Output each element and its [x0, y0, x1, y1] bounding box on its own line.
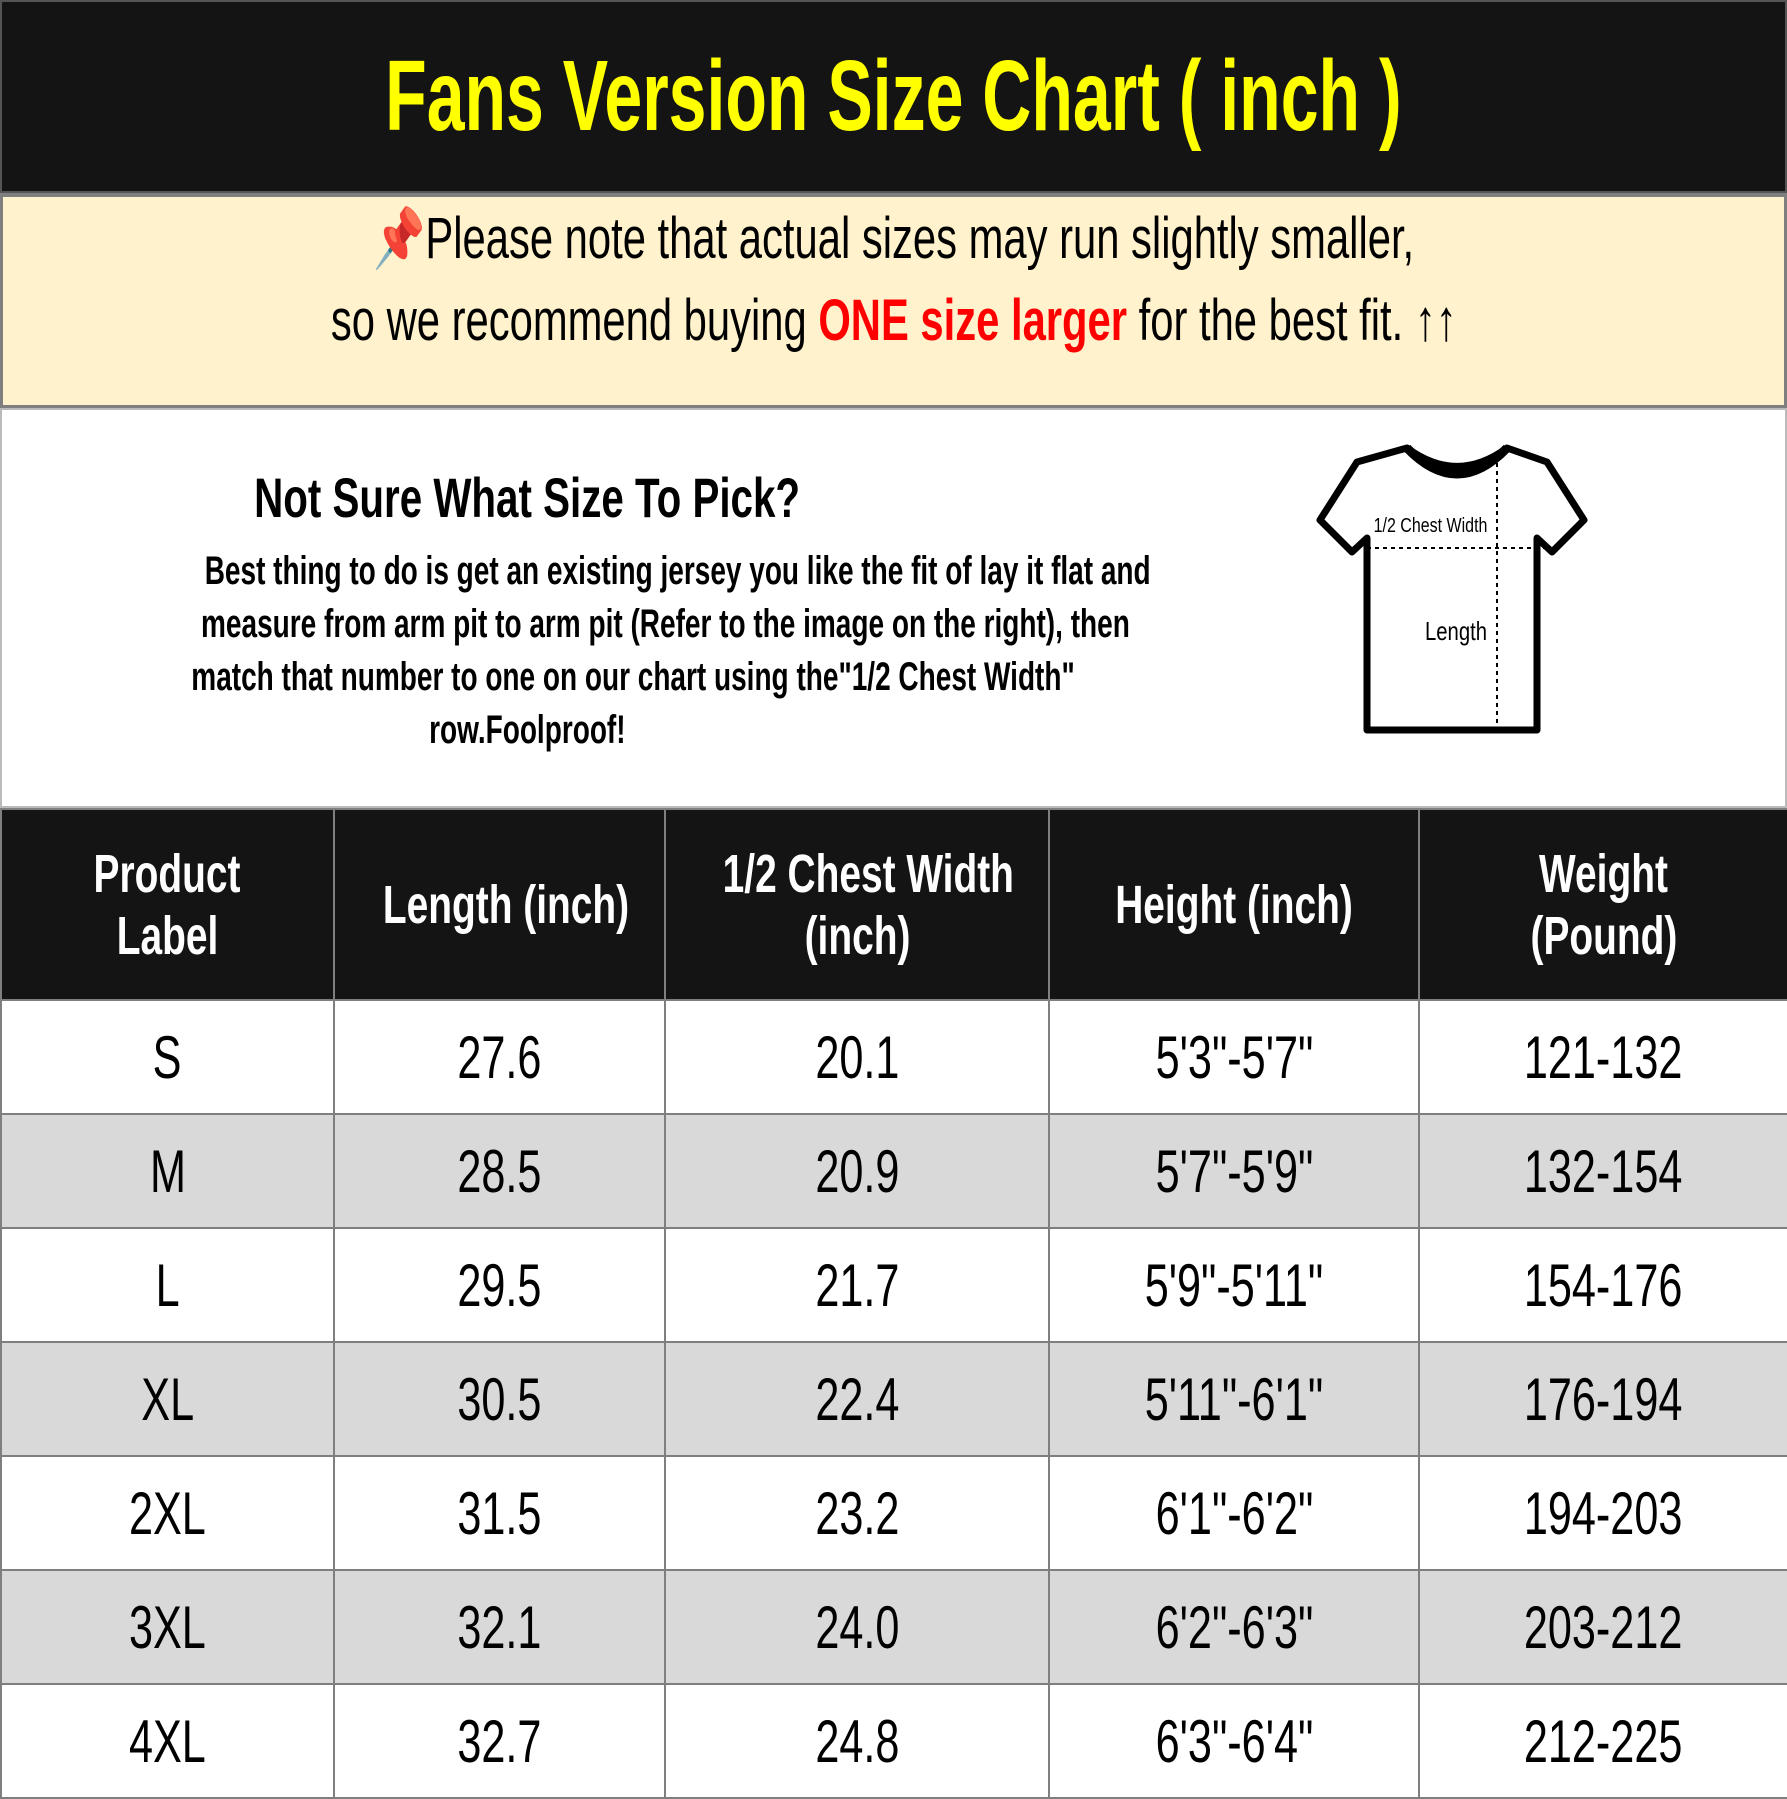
table-cell: 31.5 [333, 1455, 666, 1571]
table-cell: 23.2 [664, 1455, 1050, 1571]
column-header: Weight (Pound) [1418, 808, 1787, 1001]
table-cell: 24.0 [664, 1569, 1050, 1685]
chest-width-label: 1/2 Chest Width [1374, 514, 1488, 536]
table-cell: 28.5 [333, 1113, 666, 1229]
table-row: L 29.5 21.7 5'9"-5'11" 154-176 [0, 1227, 1787, 1343]
table-row: XL 30.5 22.4 5'11"-6'1" 176-194 [0, 1341, 1787, 1457]
table-row: M 28.5 20.9 5'7"-5'9" 132-154 [0, 1113, 1787, 1229]
table-row: 3XL 32.1 24.0 6'2"-6'3" 203-212 [0, 1569, 1787, 1685]
table-cell: L [0, 1227, 335, 1343]
sizing-note: 📌Please note that actual sizes may run s… [0, 193, 1787, 408]
table-cell: 32.7 [333, 1683, 666, 1799]
page-title: Fans Version Size Chart ( inch ) [385, 40, 1402, 152]
table-cell: 24.8 [664, 1683, 1050, 1799]
table-cell: 194-203 [1418, 1455, 1787, 1571]
table-cell: 212-225 [1418, 1683, 1787, 1799]
table-cell: 132-154 [1418, 1113, 1787, 1229]
help-text: Best thing to do is get an existing jers… [191, 549, 1151, 752]
table-cell: 4XL [0, 1683, 335, 1799]
table-row: 2XL 31.5 23.2 6'1"-6'2" 194-203 [0, 1455, 1787, 1571]
column-header: Height (inch) [1048, 808, 1420, 1001]
table-cell: 27.6 [333, 999, 666, 1115]
column-header: Length (inch) [333, 808, 666, 1001]
table-cell: 6'1"-6'2" [1048, 1455, 1420, 1571]
table-row: 4XL 32.7 24.8 6'3"-6'4" 212-225 [0, 1683, 1787, 1799]
table-cell: 2XL [0, 1455, 335, 1571]
size-table: Product Label Length (inch) 1/2 Chest Width… [0, 808, 1787, 1799]
table-cell: 29.5 [333, 1227, 666, 1343]
table-cell: 6'2"-6'3" [1048, 1569, 1420, 1685]
table-cell: S [0, 999, 335, 1115]
note-line-2-end: for the best fit. ↑↑ [1126, 288, 1457, 353]
table-cell: 21.7 [664, 1227, 1050, 1343]
table-cell: 5'7"-5'9" [1048, 1113, 1420, 1229]
table-cell: 176-194 [1418, 1341, 1787, 1457]
table-cell: XL [0, 1341, 335, 1457]
table-cell: 20.1 [664, 999, 1050, 1115]
table-cell: 22.4 [664, 1341, 1050, 1457]
note-highlight: ONE size larger [818, 288, 1127, 353]
note-line-2-start: so we recommend buying [330, 288, 819, 353]
help-heading: Not Sure What Size To Pick? [254, 466, 800, 529]
table-cell: 5'9"-5'11" [1048, 1227, 1420, 1343]
table-cell: 32.1 [333, 1569, 666, 1685]
note-line-1: Please note that actual sizes may run sl… [425, 206, 1414, 271]
tshirt-diagram: 1/2 Chest Width Length [1316, 444, 1588, 734]
table-cell: 121-132 [1418, 999, 1787, 1115]
length-label: Length [1425, 616, 1487, 646]
table-row: S 27.6 20.1 5'3"-5'7" 121-132 [0, 999, 1787, 1115]
table-cell: M [0, 1113, 335, 1229]
table-cell: 154-176 [1418, 1227, 1787, 1343]
table-cell: 30.5 [333, 1341, 666, 1457]
table-cell: 203-212 [1418, 1569, 1787, 1685]
column-header: 1/2 Chest Width (inch) [664, 808, 1050, 1001]
size-help-section: Not Sure What Size To Pick? Best thing t… [0, 408, 1787, 808]
pushpin-icon: 📌 [373, 206, 426, 271]
column-header: Product Label [0, 808, 335, 1001]
table-cell: 5'11"-6'1" [1048, 1341, 1420, 1457]
table-cell: 3XL [0, 1569, 335, 1685]
table-cell: 20.9 [664, 1113, 1050, 1229]
table-cell: 6'3"-6'4" [1048, 1683, 1420, 1799]
title-banner: Fans Version Size Chart ( inch ) [0, 0, 1787, 193]
table-cell: 5'3"-5'7" [1048, 999, 1420, 1115]
